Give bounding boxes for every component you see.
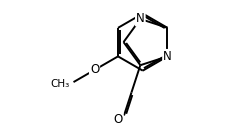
Text: O: O bbox=[90, 63, 99, 76]
Text: N: N bbox=[163, 50, 172, 63]
Text: N: N bbox=[136, 13, 145, 26]
Text: O: O bbox=[114, 113, 123, 126]
Text: CH₃: CH₃ bbox=[51, 79, 70, 89]
